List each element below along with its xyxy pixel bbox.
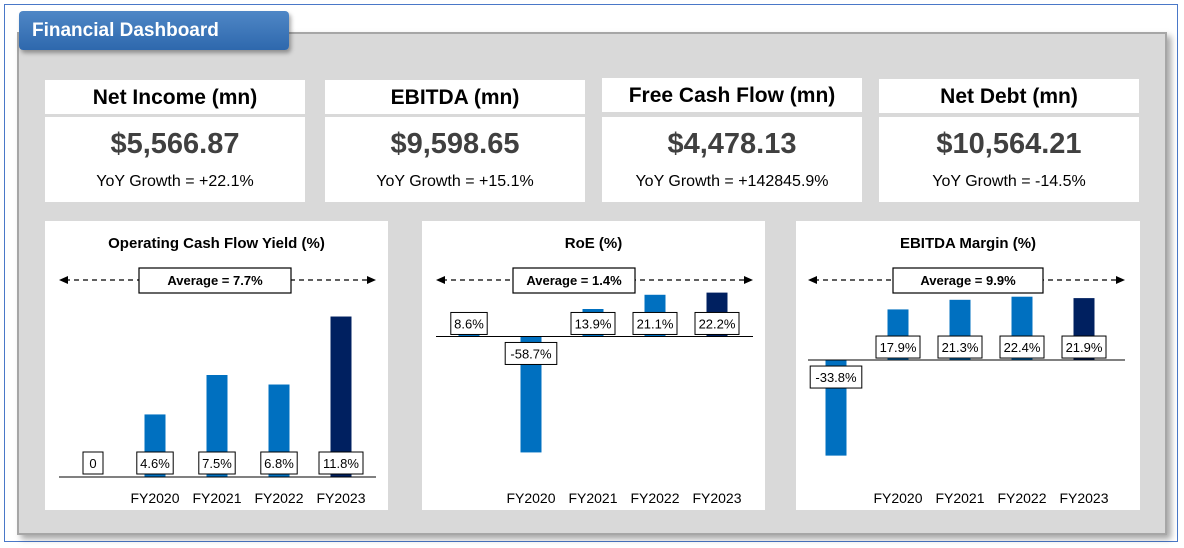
chart-roe: RoE (%) 8.6% -58.7% 13.9% 21.1% 22.2% Average … [436, 235, 753, 506]
average-label: Average = 7.7% [167, 273, 263, 288]
data-label: 21.1% [637, 316, 674, 331]
x-tick-label: FY2023 [692, 490, 741, 506]
data-label-box [632, 311, 678, 335]
kpi-card-free-cash-flow: $4,478.13 YoY Growth = +142845.9% [602, 117, 862, 202]
x-tick-label: FY2020 [506, 490, 555, 506]
x-tick-label: FY2023 [316, 490, 365, 506]
x-tick-label: FY2021 [935, 490, 984, 506]
bar [520, 336, 542, 453]
data-label: 4.6% [140, 456, 170, 471]
average-label: Average = 1.4% [526, 273, 622, 288]
dashboard-title: Financial Dashboard [19, 11, 289, 50]
x-tick-label: FY2022 [254, 490, 303, 506]
kpi-title-ebitda: EBITDA (mn) [325, 80, 585, 114]
x-tick-label: FY2022 [630, 490, 679, 506]
kpi-growth: YoY Growth = +22.1% [96, 173, 254, 190]
data-label: 17.9% [880, 340, 917, 355]
chart-card-roe: RoE (%) 8.6% -58.7% 13.9% 21.1% 22.2% Average … [422, 221, 765, 510]
chart-title: EBITDA Margin (%) [900, 235, 1036, 252]
x-tick-label: FY2021 [192, 490, 241, 506]
data-label-box [809, 365, 863, 389]
data-label-box [937, 335, 983, 359]
data-label-box [82, 451, 104, 475]
kpi-title-net-debt: Net Debt (mn) [879, 79, 1139, 113]
data-label: -58.7% [510, 346, 552, 361]
data-label: 21.3% [942, 340, 979, 355]
data-label: 0 [89, 456, 96, 471]
data-label: 22.2% [699, 316, 736, 331]
x-tick-label: FY2020 [873, 490, 922, 506]
x-tick-label: FY2021 [568, 490, 617, 506]
kpi-growth: YoY Growth = +142845.9% [635, 173, 829, 190]
data-label-box [198, 451, 236, 475]
kpi-growth: YoY Growth = -14.5% [932, 173, 1086, 190]
data-label-box [450, 311, 488, 335]
data-label-box [260, 451, 298, 475]
data-label-box [504, 341, 558, 365]
chart-title: RoE (%) [565, 235, 623, 252]
kpi-value: $9,598.65 [390, 128, 520, 160]
kpi-title-net-income: Net Income (mn) [45, 80, 305, 114]
kpi-title-free-cash-flow: Free Cash Flow (mn) [602, 78, 862, 112]
data-label: 7.5% [202, 456, 232, 471]
data-label: 13.9% [575, 316, 612, 331]
chart-card-ebitda-margin: EBITDA Margin (%) -33.8% 17.9% 21.3% 22.4% 21… [796, 221, 1140, 510]
data-label-box [1061, 335, 1107, 359]
kpi-value: $4,478.13 [667, 128, 797, 160]
data-label: 11.8% [323, 456, 359, 471]
data-label-box [136, 451, 174, 475]
kpi-growth: YoY Growth = +15.1% [376, 173, 534, 190]
x-tick-label: FY2022 [997, 490, 1046, 506]
data-label-box [570, 311, 616, 335]
chart-title: Operating Cash Flow Yield (%) [108, 235, 325, 252]
arrow-left-icon [59, 276, 68, 284]
x-tick-label: FY2020 [130, 490, 179, 506]
data-label-box [875, 335, 921, 359]
arrow-left-icon [808, 276, 817, 284]
arrow-left-icon [436, 276, 445, 284]
chart-ocf-yield: Operating Cash Flow Yield (%) 0 4.6% 7.5% 6.… [59, 235, 376, 506]
data-label: -33.8% [815, 370, 857, 385]
arrow-right-icon [367, 276, 376, 284]
kpi-card-net-debt: $10,564.21 YoY Growth = -14.5% [879, 117, 1139, 202]
average-box [892, 267, 1044, 294]
bar [330, 316, 352, 477]
data-label-box [694, 311, 740, 335]
kpi-value: $5,566.87 [110, 128, 240, 160]
kpi-value: $10,564.21 [936, 128, 1082, 160]
data-label: 8.6% [454, 316, 484, 331]
kpi-card-net-income: $5,566.87 YoY Growth = +22.1% [45, 117, 305, 202]
data-label: 21.9% [1066, 340, 1103, 355]
arrow-right-icon [1116, 276, 1125, 284]
data-label: 6.8% [264, 456, 294, 471]
kpi-card-ebitda: $9,598.65 YoY Growth = +15.1% [325, 117, 585, 202]
average-box [512, 267, 636, 294]
data-label-box [999, 335, 1045, 359]
average-box [138, 267, 292, 294]
data-label-box [318, 451, 364, 475]
chart-ebitda-margin: EBITDA Margin (%) -33.8% 17.9% 21.3% 22.4% 21… [808, 235, 1125, 506]
x-tick-label: FY2023 [1059, 490, 1108, 506]
chart-card-ocf-yield: Operating Cash Flow Yield (%) 0 4.6% 7.5% 6.… [45, 221, 388, 510]
data-label: 22.4% [1004, 340, 1041, 355]
average-label: Average = 9.9% [920, 273, 1016, 288]
arrow-right-icon [744, 276, 753, 284]
